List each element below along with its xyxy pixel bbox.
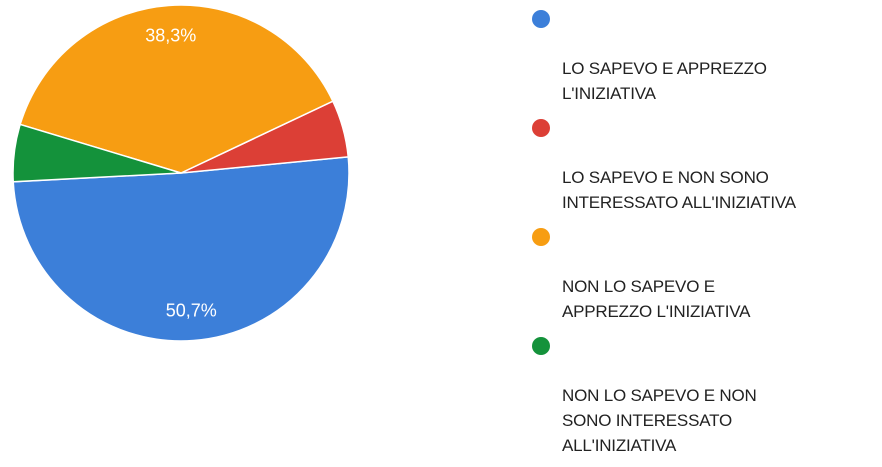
pie-slice-labels: 50,7% 38,3%	[145, 26, 217, 321]
legend-label: NON LO SAPEVO E NON SONO INTERESSATO ALL…	[562, 386, 757, 455]
legend-swatch-circle-icon	[532, 337, 550, 355]
legend-swatch-circle-icon	[532, 228, 550, 246]
legend-swatch-circle-icon	[532, 119, 550, 137]
legend-item-0: LO SAPEVO E APPREZZO L'INIZIATIVA	[528, 6, 878, 106]
legend-label: NON LO SAPEVO E APPREZZO L'INIZIATIVA	[562, 277, 751, 321]
pie-slice-2	[19, 4, 334, 174]
legend-label: LO SAPEVO E NON SONO INTERESSATO ALL'INI…	[562, 168, 796, 212]
legend-swatch-circle-icon	[532, 10, 550, 28]
pie-slice-3	[12, 123, 182, 183]
legend-item-2: NON LO SAPEVO E APPREZZO L'INIZIATIVA	[528, 224, 878, 324]
pie-slice-label-2: 38,3%	[145, 26, 196, 46]
pie-slice-0	[12, 156, 350, 342]
chart-legend: LO SAPEVO E APPREZZO L'INIZIATIVA LO SAP…	[528, 6, 878, 467]
pie-slice-label-0: 50,7%	[166, 300, 217, 320]
legend-item-1: LO SAPEVO E NON SONO INTERESSATO ALL'INI…	[528, 115, 878, 215]
legend-label: LO SAPEVO E APPREZZO L'INIZIATIVA	[562, 59, 767, 103]
pie-slices	[12, 4, 350, 342]
legend-item-3: NON LO SAPEVO E NON SONO INTERESSATO ALL…	[528, 333, 878, 458]
pie-chart: 50,7% 38,3%	[12, 4, 350, 342]
